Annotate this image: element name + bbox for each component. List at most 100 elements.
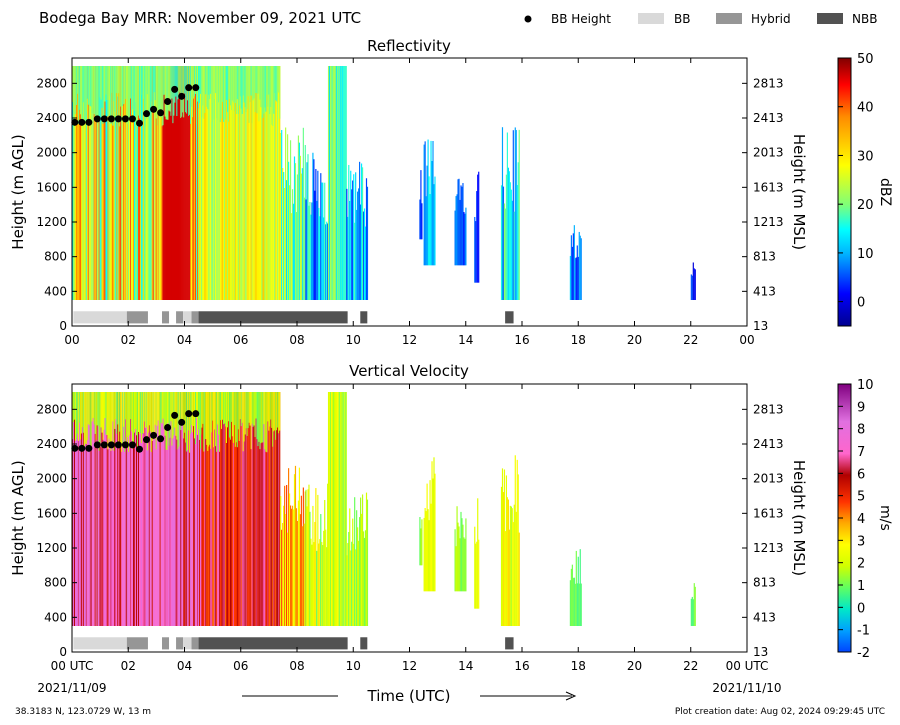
velocity-echo-column <box>462 524 464 592</box>
velocity-echo-column <box>325 529 327 626</box>
velocity-colorbar-tick-label: 10 <box>857 378 874 393</box>
velocity-echo-cap <box>182 392 184 420</box>
velocity-echo-column <box>104 392 106 626</box>
velocity-echo-cap <box>259 392 261 450</box>
velocity-echo-column <box>270 392 272 626</box>
velocity-echo-cap <box>266 392 268 453</box>
velocity-echo-cap <box>85 392 87 445</box>
reflectivity-echo-column <box>343 66 345 300</box>
reflectivity-echo-cap <box>140 66 143 95</box>
reflectivity-echo-cap <box>180 66 182 119</box>
reflectivity-echo-cap <box>233 66 236 112</box>
velocity-plot-area: 0 13 400 413 800 813 1200 1213 1600 1613 2000 2013 2… <box>36 383 784 673</box>
reflectivity-echo-column <box>572 233 574 300</box>
velocity-echo-cap <box>187 392 189 451</box>
velocity-echo-column <box>121 392 123 626</box>
reflectivity-echo-cap <box>101 66 103 108</box>
velocity-echo-column <box>176 392 178 626</box>
velocity-echo-column <box>101 392 103 626</box>
reflectivity-echo-column <box>80 66 83 300</box>
reflectivity-echo-cap <box>246 66 248 110</box>
velocity-echo-cap <box>108 392 110 439</box>
reflectivity-echo-column <box>72 66 75 300</box>
velocity-echo-column <box>352 518 354 626</box>
velocity-echo-column <box>229 392 232 626</box>
velocity-echo-cap <box>198 392 200 430</box>
velocity-echo-column <box>326 547 328 626</box>
reflectivity-echo-column <box>358 188 360 300</box>
velocity-echo-column <box>579 549 581 626</box>
reflectivity-echo-cap <box>207 66 209 110</box>
reflectivity-echo-column <box>458 178 460 266</box>
velocity-echo-column <box>477 498 479 609</box>
velocity-echo-column <box>95 392 97 626</box>
velocity-echo-cap <box>97 392 99 427</box>
reflectivity-echo-column <box>330 66 333 300</box>
reflectivity-echo-column <box>222 66 224 300</box>
reflectivity-echo-cap <box>103 66 105 123</box>
reflectivity-echo-column <box>93 66 95 300</box>
reflectivity-echo-column <box>338 66 340 300</box>
velocity-echo-cap <box>251 392 253 424</box>
reflectivity-echo-cap <box>175 66 177 97</box>
reflectivity-ylabel-left: Height (m AGL) <box>9 134 27 249</box>
reflectivity-echo-cap <box>111 66 113 93</box>
reflectivity-echo-column <box>461 186 463 266</box>
reflectivity-ylabel-right: Height (m MSL) <box>790 134 808 250</box>
reflectivity-echo-column <box>500 185 503 300</box>
reflectivity-echo-cap <box>148 66 150 110</box>
velocity-echo-cap <box>99 392 101 447</box>
reflectivity-echo-column <box>339 66 341 300</box>
velocity-echo-cap <box>216 392 218 452</box>
velocity-echo-column <box>475 543 477 609</box>
reflectivity-echo-cap <box>181 66 183 117</box>
reflectivity-echo-cap <box>256 66 258 114</box>
velocity-echo-column <box>505 475 508 626</box>
reflectivity-echo-cap <box>208 66 210 95</box>
velocity-echo-column <box>323 530 325 626</box>
velocity-xtick-label: 14 <box>458 659 473 673</box>
velocity-echo-column <box>173 392 175 626</box>
velocity-echo-cap <box>255 392 257 419</box>
velocity-echo-column <box>344 392 346 626</box>
velocity-echo-column <box>509 505 511 626</box>
reflectivity-echo-cap <box>115 66 117 117</box>
reflectivity-bb-segment-hybrid <box>162 311 170 324</box>
reflectivity-echo-cap <box>113 66 115 102</box>
velocity-echo-column <box>357 527 359 626</box>
reflectivity-echo-column <box>309 201 311 300</box>
reflectivity-echo-column <box>228 66 231 300</box>
velocity-echo-cap <box>152 392 154 433</box>
reflectivity-echo-column <box>316 200 318 300</box>
reflectivity-echo-column <box>225 66 227 300</box>
reflectivity-echo-cap <box>248 66 250 123</box>
reflectivity-echo-cap <box>89 66 91 107</box>
reflectivity-bb-height-point <box>114 115 122 123</box>
reflectivity-echo-column <box>106 66 108 300</box>
reflectivity-echo-column <box>243 66 245 300</box>
reflectivity-xtick-label: 00 <box>739 333 754 347</box>
velocity-echo-column <box>580 583 582 626</box>
velocity-echo-column <box>354 497 356 626</box>
velocity-echo-column <box>332 392 335 626</box>
velocity-echo-column <box>165 392 167 626</box>
velocity-echo-column <box>131 392 133 626</box>
reflectivity-echo-cap <box>242 66 244 96</box>
reflectivity-echo-column <box>293 156 296 300</box>
reflectivity-echo-column <box>427 139 429 266</box>
reflectivity-ytick-label-right: 2813 <box>753 76 784 90</box>
reflectivity-echo-cap <box>169 66 171 112</box>
velocity-echo-cap <box>191 392 193 426</box>
velocity-echo-cap <box>253 392 255 426</box>
velocity-echo-cap <box>158 392 160 442</box>
velocity-echo-cap <box>101 392 103 433</box>
velocity-echo-column <box>427 509 429 592</box>
reflectivity-echo-column <box>206 66 208 300</box>
reflectivity-echo-cap <box>162 66 164 126</box>
reflectivity-echo-column <box>208 66 210 300</box>
reflectivity-echo-column <box>192 66 194 300</box>
velocity-echo-column <box>425 511 427 592</box>
reflectivity-echo-cap <box>168 66 170 111</box>
reflectivity-echo-cap <box>243 66 245 103</box>
velocity-echo-column <box>503 469 506 626</box>
